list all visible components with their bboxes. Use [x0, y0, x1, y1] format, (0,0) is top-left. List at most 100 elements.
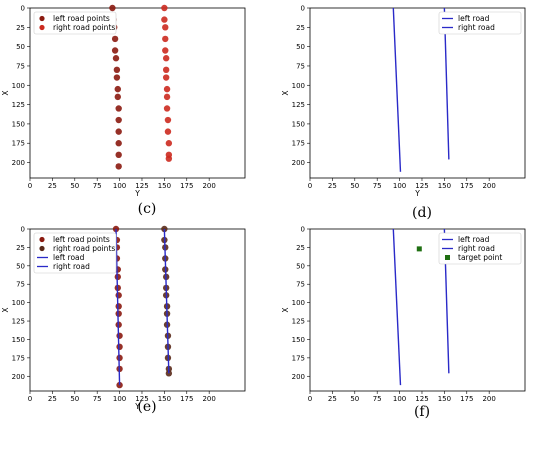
x-tick-label: 100 [393, 182, 406, 190]
y-tick-label: 200 [292, 159, 305, 167]
road-point [112, 55, 120, 62]
legend-label: right road [53, 262, 90, 271]
x-tick-label: 0 [308, 182, 312, 190]
road-point [114, 93, 121, 101]
road-point [163, 105, 171, 112]
road-point [162, 74, 170, 81]
legend-box [33, 11, 117, 35]
x-tick-label: 150 [158, 182, 171, 190]
x-tick-label: 0 [28, 182, 32, 190]
road-point [163, 85, 171, 93]
y-tick-label: 0 [301, 226, 305, 234]
panel-d: 0 25 50 75 100 125 150 175 200 0 25 50 75 100 125 150 17… [275, 0, 550, 226]
x-axis-label: Y [134, 189, 140, 198]
x-tick-label: 25 [48, 182, 57, 190]
road-point [163, 93, 171, 101]
road-point [115, 128, 122, 135]
target-point [416, 246, 422, 252]
y-tick-label: 125 [12, 318, 25, 326]
x-tick-label: 75 [373, 182, 382, 190]
road-point [113, 74, 121, 81]
road-point [164, 128, 172, 135]
legend-box [438, 232, 522, 265]
legend-label: left road points [53, 235, 110, 244]
panel-c: 0 25 50 75 100 125 150 175 200 0 25 50 75 100 125 150 17… [0, 0, 275, 226]
x-tick-label: 175 [180, 395, 193, 403]
y-tick-label: 150 [292, 120, 305, 128]
y-tick-label: 25 [296, 24, 305, 32]
y-tick-label: 200 [12, 373, 25, 381]
x-tick-label: 50 [70, 182, 79, 190]
plot-frame [309, 7, 526, 179]
chart-d: 0 25 50 75 100 125 150 175 200 0 25 50 75 100 125 150 17… [281, 5, 526, 198]
legend-label: right road points [53, 244, 115, 253]
y-tick-label: 200 [12, 159, 25, 167]
x-tick-label: 125 [135, 182, 148, 190]
x-tick-label: 75 [93, 182, 102, 190]
road-point [115, 116, 122, 124]
x-tick-label: 0 [308, 395, 312, 403]
y-tick-label: 50 [296, 262, 305, 270]
x-axis-label: Y [414, 189, 420, 198]
legend-label: target point [458, 253, 502, 262]
y-tick-label: 0 [301, 5, 305, 13]
road-point [165, 140, 173, 147]
x-tick-label: 150 [438, 182, 451, 190]
y-tick-label: 25 [16, 244, 25, 252]
road-point [115, 292, 122, 299]
x-tick-label: 100 [113, 395, 126, 403]
y-tick-label: 150 [12, 120, 25, 128]
road-point [162, 35, 169, 43]
y-tick-label: 100 [12, 82, 25, 90]
road-point [164, 116, 172, 124]
x-tick-label: 75 [373, 395, 382, 403]
y-tick-label: 100 [292, 299, 305, 307]
x-tick-label: 200 [482, 182, 495, 190]
caption-e: (e) [137, 399, 157, 415]
y-axis-label: X [281, 90, 290, 95]
road-point [113, 66, 121, 74]
road-point [116, 343, 123, 351]
y-tick-label: 75 [296, 281, 305, 289]
y-tick-label: 200 [292, 373, 305, 381]
road-point [161, 4, 168, 12]
y-tick-label: 175 [12, 140, 25, 148]
x-tick-label: 25 [328, 395, 337, 403]
x-tick-label: 100 [393, 395, 406, 403]
x-tick-label: 50 [350, 395, 359, 403]
road-point [116, 332, 123, 339]
road-point [115, 303, 122, 310]
x-tick-label: 175 [460, 395, 473, 403]
legend-box [438, 11, 522, 35]
x-tick-label: 100 [113, 182, 126, 190]
legend-label: left road [53, 253, 85, 262]
y-tick-label: 175 [12, 354, 25, 362]
road-line [163, 228, 170, 374]
legend-label: right road [458, 23, 495, 32]
road-point [111, 35, 119, 43]
caption-c: (c) [137, 201, 157, 217]
y-tick-label: 25 [16, 24, 25, 32]
chart-c: 0 25 50 75 100 125 150 175 200 0 25 50 75 100 125 150 17… [1, 4, 246, 198]
legend-label: right road [458, 244, 495, 253]
legend-marker [445, 255, 450, 260]
x-tick-label: 0 [28, 395, 32, 403]
y-tick-label: 50 [16, 262, 25, 270]
legend-label: left road [458, 14, 490, 23]
x-tick-label: 175 [180, 182, 193, 190]
y-tick-label: 100 [12, 299, 25, 307]
x-tick-label: 25 [328, 182, 337, 190]
road-line [115, 228, 121, 386]
x-tick-label: 125 [415, 395, 428, 403]
road-point [162, 24, 169, 31]
legend-marker [39, 236, 45, 243]
y-tick-label: 150 [292, 336, 305, 344]
y-tick-label: 75 [16, 62, 25, 70]
road-point [165, 155, 173, 162]
y-axis-label: X [281, 307, 290, 312]
y-tick-label: 125 [292, 318, 305, 326]
x-tick-label: 200 [202, 182, 215, 190]
road-point [116, 381, 123, 389]
x-tick-label: 200 [482, 395, 495, 403]
legend-marker [39, 15, 45, 22]
